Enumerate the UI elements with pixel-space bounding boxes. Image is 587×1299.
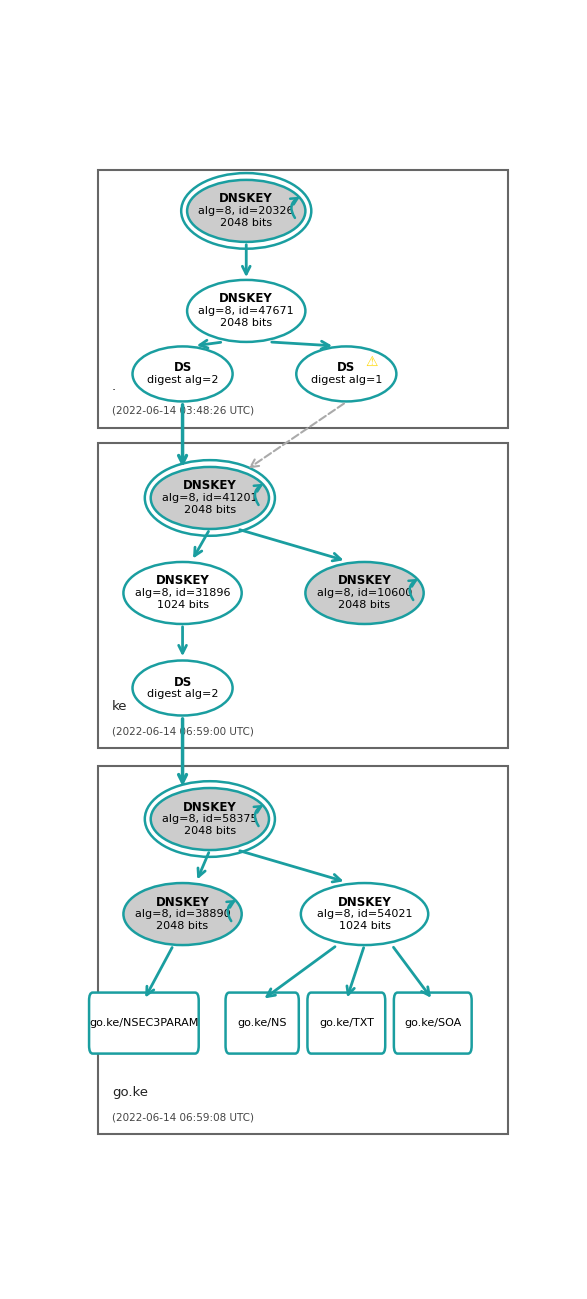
Text: go.ke/SOA: go.ke/SOA	[404, 1018, 461, 1028]
Ellipse shape	[305, 562, 424, 624]
Text: (2022-06-14 03:48:26 UTC): (2022-06-14 03:48:26 UTC)	[112, 407, 254, 416]
Ellipse shape	[187, 179, 305, 242]
Text: 1024 bits: 1024 bits	[339, 921, 390, 931]
Text: alg=8, id=10600: alg=8, id=10600	[317, 588, 412, 598]
Text: go.ke: go.ke	[112, 1086, 148, 1099]
Ellipse shape	[151, 788, 269, 850]
Text: 2048 bits: 2048 bits	[157, 921, 208, 931]
Text: 2048 bits: 2048 bits	[339, 600, 390, 611]
Ellipse shape	[151, 466, 269, 529]
Ellipse shape	[123, 883, 242, 946]
Text: 1024 bits: 1024 bits	[157, 600, 208, 611]
Text: DNSKEY: DNSKEY	[338, 895, 392, 908]
Bar	[99, 766, 508, 1134]
Text: digest alg=2: digest alg=2	[147, 688, 218, 699]
Text: DS: DS	[173, 361, 192, 374]
Ellipse shape	[133, 660, 232, 716]
Text: alg=8, id=31896: alg=8, id=31896	[135, 588, 230, 598]
Text: 2048 bits: 2048 bits	[220, 218, 272, 227]
Text: 2048 bits: 2048 bits	[184, 505, 236, 514]
Text: DS: DS	[337, 361, 356, 374]
Bar	[99, 170, 508, 427]
Text: alg=8, id=54021: alg=8, id=54021	[317, 909, 412, 920]
Text: (2022-06-14 06:59:00 UTC): (2022-06-14 06:59:00 UTC)	[112, 726, 254, 737]
Text: alg=8, id=38890: alg=8, id=38890	[135, 909, 230, 920]
Ellipse shape	[301, 883, 429, 946]
Text: .: .	[112, 379, 116, 392]
Ellipse shape	[187, 279, 305, 342]
Ellipse shape	[123, 562, 242, 624]
Ellipse shape	[133, 347, 232, 401]
Text: DNSKEY: DNSKEY	[338, 574, 392, 587]
Text: DNSKEY: DNSKEY	[220, 192, 273, 205]
Text: DNSKEY: DNSKEY	[183, 479, 237, 492]
FancyBboxPatch shape	[225, 992, 299, 1053]
Text: alg=8, id=47671: alg=8, id=47671	[198, 307, 294, 316]
Text: alg=8, id=41201: alg=8, id=41201	[162, 492, 258, 503]
Text: DNSKEY: DNSKEY	[220, 292, 273, 305]
Text: go.ke/NS: go.ke/NS	[237, 1018, 287, 1028]
Text: DNSKEY: DNSKEY	[156, 895, 210, 908]
Text: (2022-06-14 06:59:08 UTC): (2022-06-14 06:59:08 UTC)	[112, 1112, 254, 1122]
Text: ke: ke	[112, 700, 127, 713]
Text: 2048 bits: 2048 bits	[220, 318, 272, 327]
Text: ⚠: ⚠	[365, 355, 377, 369]
Text: DNSKEY: DNSKEY	[183, 800, 237, 813]
FancyBboxPatch shape	[394, 992, 472, 1053]
Text: DS: DS	[173, 675, 192, 688]
Text: digest alg=2: digest alg=2	[147, 375, 218, 385]
Text: digest alg=1: digest alg=1	[311, 375, 382, 385]
Text: go.ke/NSEC3PARAM: go.ke/NSEC3PARAM	[89, 1018, 198, 1028]
FancyBboxPatch shape	[308, 992, 385, 1053]
Text: alg=8, id=58375: alg=8, id=58375	[162, 814, 258, 824]
Text: go.ke/TXT: go.ke/TXT	[319, 1018, 374, 1028]
Bar	[99, 443, 508, 748]
Ellipse shape	[296, 347, 396, 401]
Text: alg=8, id=20326: alg=8, id=20326	[198, 207, 294, 216]
FancyBboxPatch shape	[89, 992, 199, 1053]
Text: DNSKEY: DNSKEY	[156, 574, 210, 587]
Text: 2048 bits: 2048 bits	[184, 826, 236, 837]
